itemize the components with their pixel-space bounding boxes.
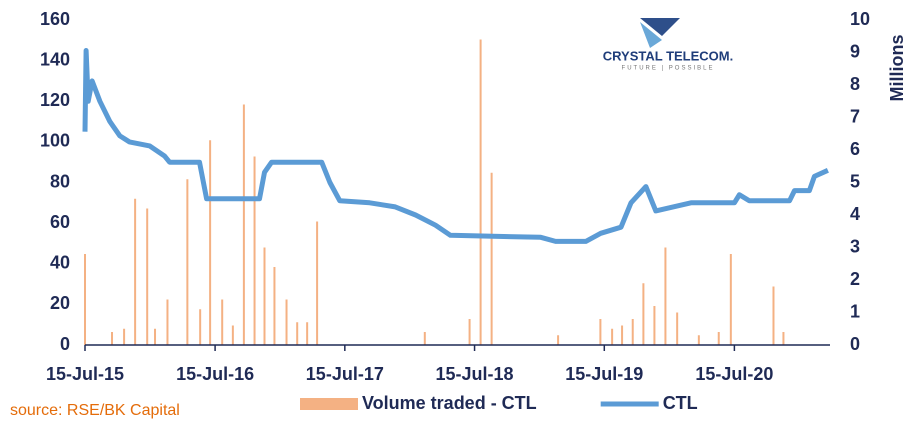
volume-bar bbox=[468, 319, 471, 345]
logo-name: CRYSTAL TELECOM. bbox=[603, 48, 733, 63]
volume-bar bbox=[84, 254, 86, 345]
volume-bar bbox=[782, 332, 785, 345]
legend-label: CTL bbox=[663, 393, 698, 413]
volume-bar bbox=[772, 286, 775, 345]
y2-tick-label: 4 bbox=[850, 204, 860, 224]
volume-bar bbox=[717, 332, 720, 345]
volume-bar bbox=[221, 299, 224, 345]
y-tick-label: 100 bbox=[40, 131, 70, 151]
y-tick-label: 120 bbox=[40, 90, 70, 110]
logo-icon bbox=[640, 22, 662, 48]
y2-tick-label: 6 bbox=[850, 139, 860, 159]
y-tick-label: 140 bbox=[40, 49, 70, 69]
volume-bar bbox=[199, 309, 202, 345]
y-tick-label: 0 bbox=[60, 334, 70, 354]
volume-bar bbox=[306, 322, 309, 345]
volume-bar bbox=[209, 140, 212, 345]
y-tick-label: 80 bbox=[50, 171, 70, 191]
y2-tick-label: 8 bbox=[850, 74, 860, 94]
volume-bar bbox=[697, 335, 700, 345]
volume-bar bbox=[146, 208, 149, 345]
y2-tick-label: 0 bbox=[850, 334, 860, 354]
volume-bar bbox=[621, 325, 624, 345]
volume-bar bbox=[186, 179, 189, 345]
x-tick-label: 15-Jul-16 bbox=[176, 364, 254, 384]
logo-tagline: FUTURE | POSSIBLE bbox=[622, 66, 715, 72]
x-tick-label: 15-Jul-19 bbox=[565, 364, 643, 384]
y2-axis-label: Millions bbox=[887, 35, 907, 102]
legend-label: Volume traded - CTL bbox=[362, 393, 537, 413]
source: source: RSE/BK Capital bbox=[10, 402, 180, 419]
x-tick-label: 15-Jul-15 bbox=[46, 364, 124, 384]
volume-bar bbox=[490, 172, 493, 345]
y-tick-label: 60 bbox=[50, 212, 70, 232]
y-tick-label: 40 bbox=[50, 253, 70, 273]
volume-bar bbox=[611, 328, 614, 345]
x-tick-label: 15-Jul-18 bbox=[436, 364, 514, 384]
volume-bar bbox=[676, 312, 679, 345]
volume-bar bbox=[273, 267, 276, 345]
volume-bar bbox=[631, 319, 634, 345]
y2-tick-label: 3 bbox=[850, 236, 860, 256]
volume-bar bbox=[599, 319, 602, 345]
volume-bar bbox=[316, 221, 319, 345]
y2-tick-label: 5 bbox=[850, 171, 860, 191]
y2-tick-label: 9 bbox=[850, 41, 860, 61]
volume-bar bbox=[123, 328, 126, 345]
y2-tick-label: 2 bbox=[850, 269, 860, 289]
volume-bar bbox=[111, 332, 114, 345]
volume-bar bbox=[296, 322, 299, 345]
volume-bar bbox=[242, 104, 245, 345]
volume-bar bbox=[423, 332, 426, 345]
volume-bar bbox=[263, 247, 266, 345]
legend-swatch bbox=[300, 398, 358, 410]
y2-tick-label: 1 bbox=[850, 301, 860, 321]
volume-bar bbox=[653, 306, 656, 345]
x-tick-label: 15-Jul-20 bbox=[695, 364, 773, 384]
volume-bar bbox=[166, 299, 169, 345]
y-tick-label: 160 bbox=[40, 9, 70, 29]
y2-tick-label: 7 bbox=[850, 106, 860, 126]
logo-icon bbox=[640, 18, 680, 36]
volume-bar bbox=[134, 198, 137, 345]
volume-bar bbox=[154, 328, 157, 345]
volume-bar bbox=[285, 299, 288, 345]
volume-bar bbox=[557, 335, 560, 345]
volume-bar bbox=[479, 39, 482, 345]
volume-bar bbox=[729, 254, 732, 345]
volume-bar bbox=[231, 325, 234, 345]
x-tick-label: 15-Jul-17 bbox=[306, 364, 384, 384]
y2-tick-label: 10 bbox=[850, 9, 870, 29]
volume-bar bbox=[253, 156, 256, 345]
price-line bbox=[82, 48, 829, 244]
volume-bar bbox=[664, 247, 667, 345]
y-tick-label: 20 bbox=[50, 293, 70, 313]
volume-bar bbox=[642, 283, 645, 345]
